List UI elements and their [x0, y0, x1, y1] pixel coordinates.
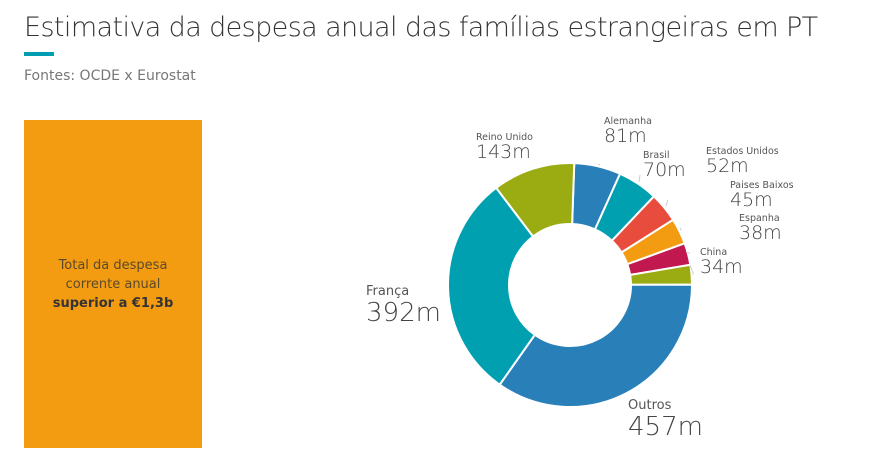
slice-reino-unido	[494, 162, 576, 238]
slice-value: 45m	[730, 189, 773, 211]
leader-line	[665, 199, 669, 207]
slice-name: Alemanha	[604, 116, 652, 127]
total-box: Total da despesa corrente anual superior…	[24, 120, 202, 448]
slice-label: Estados Unidos 52m	[706, 146, 779, 176]
leader-line	[597, 163, 601, 166]
slice-name: Estados Unidos	[706, 146, 779, 157]
slice-value: 38m	[739, 222, 782, 244]
slice-name: Espanha	[739, 213, 780, 224]
slice-name: Reino Unido	[476, 132, 533, 143]
subtitle: Fontes: OCDE x Eurostat	[24, 68, 196, 84]
slice-label: Alemanha 81m	[604, 116, 652, 146]
slice-value: 457m	[628, 412, 703, 442]
leader-line	[638, 174, 641, 183]
slice-label: Paises Baixos 45m	[730, 180, 794, 210]
leader-line	[679, 227, 682, 231]
title-accent-bar	[24, 52, 54, 56]
slice-name: Brasil	[643, 150, 670, 161]
slice-label: China 34m	[700, 247, 743, 277]
slice-name: China	[700, 247, 728, 258]
slice-label: Brasil 70m	[643, 150, 686, 180]
slice-label: Outros 457m	[628, 398, 703, 441]
slice-value: 34m	[700, 256, 743, 278]
page-title: Estimativa da despesa anual das famílias…	[24, 12, 818, 43]
slice-name: Paises Baixos	[730, 180, 794, 191]
total-line2: corrente anual	[65, 276, 161, 292]
total-line1: Total da despesa	[58, 257, 168, 273]
total-value: superior a €1,3b	[52, 295, 174, 311]
slice-outros	[498, 283, 693, 408]
slice-name: França	[366, 284, 410, 299]
slice-value: 143m	[476, 141, 531, 163]
slice-label: Espanha 38m	[739, 213, 782, 243]
slice-value: 70m	[643, 159, 686, 181]
slice-value: 392m	[366, 298, 441, 328]
leader-line	[689, 264, 695, 275]
slice-value: 52m	[706, 155, 749, 177]
slice-label: França 392m	[366, 284, 441, 327]
slice-frança	[447, 186, 537, 387]
slice-value: 81m	[604, 125, 647, 147]
slice-label: Reino Unido 143m	[476, 132, 533, 162]
leader-line	[685, 251, 691, 254]
slice-name: Outros	[628, 398, 672, 413]
